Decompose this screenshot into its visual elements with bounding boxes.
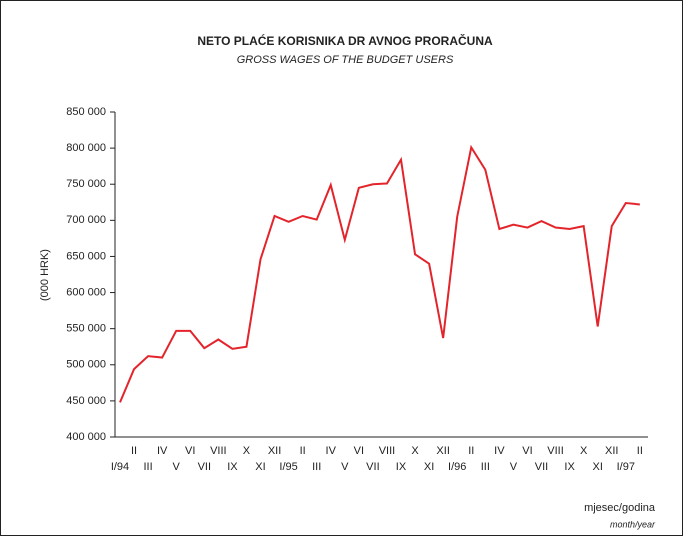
x-tick-label: X [580,445,588,457]
y-tick-label: 750 000 [66,178,106,190]
x-tick-label: VIII [379,445,396,457]
x-tick-label: I/94 [111,461,129,473]
x-tick-label: IV [326,445,337,457]
x-tick-label: II [300,445,306,457]
x-tick-label: XII [436,445,449,457]
x-tick-label: XII [605,445,618,457]
x-tick-label: VI [185,445,195,457]
y-tick-label: 850 000 [66,106,106,118]
y-tick-label: 550 000 [66,323,106,335]
y-tick-label: 700 000 [66,214,106,226]
x-tick-label: I/96 [448,461,466,473]
x-tick-label: IX [227,461,238,473]
x-tick-label: V [510,461,518,473]
x-tick-label: VI [354,445,364,457]
x-tick-label: III [312,461,321,473]
y-tick-label: 500 000 [66,359,106,371]
x-tick-label: IX [564,461,575,473]
x-tick-label: IV [157,445,168,457]
y-tick-label: 400 000 [66,431,106,443]
y-tick-label: 800 000 [66,142,106,154]
x-tick-label: VII [535,461,548,473]
y-tick-label: 650 000 [66,250,106,262]
x-tick-label: II [468,445,474,457]
y-axis-label: (000 HRK) [39,249,51,301]
x-tick-label: II [131,445,137,457]
x-tick-label: II [637,445,643,457]
x-tick-label: XI [592,461,602,473]
y-tick-label: 450 000 [66,395,106,407]
x-tick-label: VIII [210,445,227,457]
x-tick-label: XII [268,445,281,457]
x-tick-label: X [411,445,419,457]
x-tick-label: VIII [547,445,564,457]
line-series [119,144,640,403]
x-tick-label: V [341,461,349,473]
x-tick-label: I/95 [279,461,297,473]
x-axis-label-en: month/year [610,519,656,529]
x-tick-label: IX [396,461,407,473]
x-tick-label: XI [424,461,434,473]
y-tick-label: 600 000 [66,286,106,298]
x-tick-label: I/97 [617,461,635,473]
chart-subtitle: GROSS WAGES OF THE BUDGET USERS [237,54,454,66]
x-tick-label: IV [494,445,505,457]
x-tick-label: XI [255,461,265,473]
x-tick-label: V [173,461,181,473]
x-tick-label: VI [522,445,532,457]
x-tick-label: III [144,461,153,473]
x-tick-label: VII [198,461,211,473]
chart-title: NETO PLAĆE KORISNIKA DR AVNOG PRORAČUNA [197,33,493,48]
x-axis-label: mjesec/godina [584,502,656,514]
x-tick-label: III [481,461,490,473]
x-tick-label: VII [366,461,379,473]
x-tick-label: X [243,445,251,457]
